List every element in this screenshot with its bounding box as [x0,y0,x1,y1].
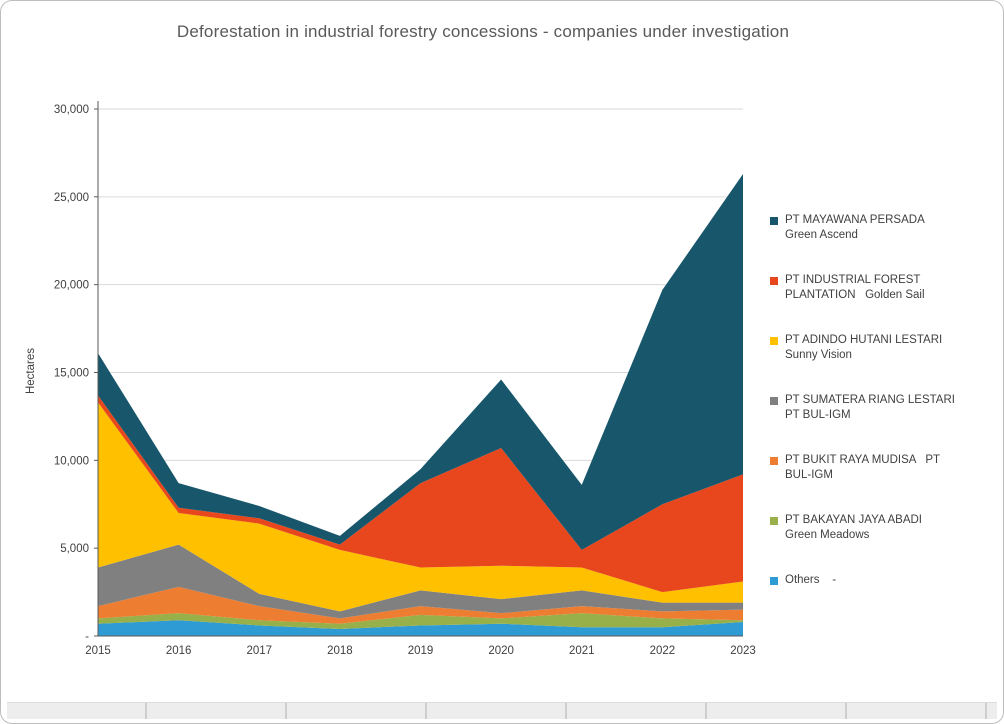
y-tick-label: 20,000 [54,280,89,292]
area-series [98,544,743,619]
legend-label: PT ADINDO HUTANI LESTARI Sunny Vision [785,334,949,361]
legend-label: PT BAKAYAN JAYA ABADI Green Meadows [785,514,929,541]
legend-label: PT SUMATERA RIANG LESTARI PT BUL-IGM [785,394,965,421]
x-tick-label: 2023 [730,645,756,657]
area-series [98,402,743,612]
legend-item-adindo-hutani-lestari: PT ADINDO HUTANI LESTARI Sunny Vision [770,333,976,363]
stacked-area-chart: - 5,000 10,000 15,000 20,000 25,000 30,000 2015… [54,101,756,657]
legend-swatch [770,277,778,285]
area-series [98,613,743,629]
y-tick-label: - [85,631,89,643]
y-tick-label: 5,000 [60,543,89,555]
spreadsheet-row-strip [7,702,997,719]
x-tick-label: 2021 [569,645,595,657]
x-tick-label: 2017 [246,645,272,657]
legend-label: Others - [785,574,837,586]
y-tick-label: 30,000 [54,104,89,116]
legend-item-bukit-raya-mudisa: PT BUKIT RAYA MUDISA PT BUL-IGM [770,453,976,483]
legend-swatch [770,457,778,465]
legend-swatch [770,397,778,405]
legend-item-industrial-forest-plantation: PT INDUSTRIAL FOREST PLANTATION Golden S… [770,273,976,303]
area-series [98,173,743,550]
x-tick-label: 2022 [650,645,676,657]
chart-title: Deforestation in industrial forestry con… [176,22,790,41]
legend-item-sumatera-riang-lestari: PT SUMATERA RIANG LESTARI PT BUL-IGM [770,393,976,423]
legend-label: PT BUKIT RAYA MUDISA PT BUL-IGM [785,454,944,481]
legend-swatch [770,217,778,225]
y-tick-label: 15,000 [54,368,89,380]
legend-item-mayawana-persada: PT MAYAWANA PERSADA Green Ascend [770,213,976,243]
x-tick-label: 2020 [488,645,514,657]
legend-item-bakayan-jaya-abadi: PT BAKAYAN JAYA ABADI Green Meadows [770,513,976,543]
x-tick-label: 2018 [327,645,353,657]
legend-swatch [770,577,778,585]
area-series [98,395,743,593]
area-series [98,620,743,636]
legend-swatch [770,337,778,345]
y-tick-label: 10,000 [54,455,89,467]
legend-swatch [770,517,778,525]
area-series [98,586,743,624]
x-tick-label: 2019 [408,645,434,657]
chart-legend: PT MAYAWANA PERSADA Green Ascend PT INDU… [770,213,976,618]
legend-label: PT INDUSTRIAL FOREST PLANTATION Golden S… [785,274,925,301]
legend-item-others: Others - [770,573,976,588]
x-tick-label: 2016 [166,645,192,657]
legend-label: PT MAYAWANA PERSADA Green Ascend [785,214,931,241]
y-tick-label: 25,000 [54,192,89,204]
x-tick-label: 2015 [85,645,111,657]
